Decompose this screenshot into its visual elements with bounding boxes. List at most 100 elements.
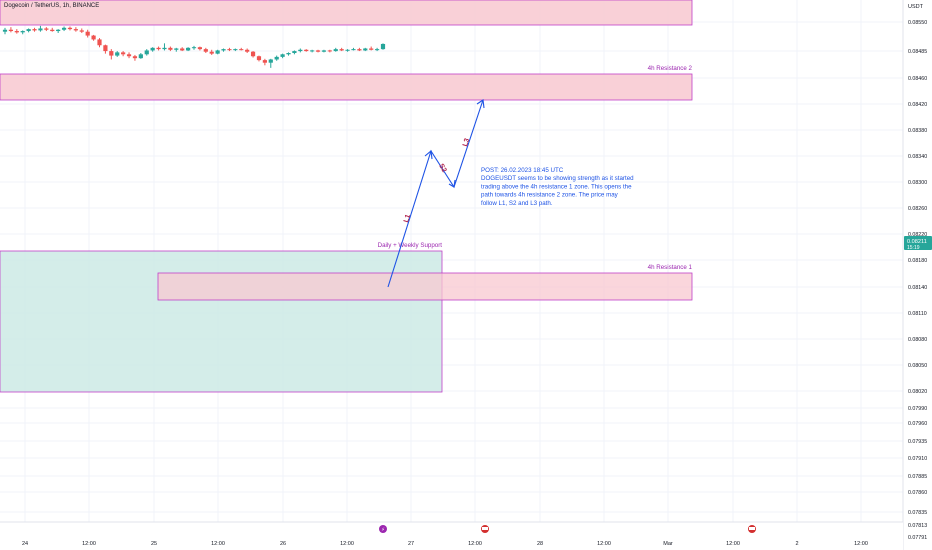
candle-body xyxy=(304,49,309,52)
time-tick-label: 12:00 xyxy=(340,541,354,547)
candle-body xyxy=(245,49,250,52)
candle-body xyxy=(250,51,256,57)
note-line: path towards 4h resistance 2 zone. The p… xyxy=(481,192,619,199)
note-line: DOGEUSDT seems to be showing strength as… xyxy=(481,175,634,182)
candle-body xyxy=(227,49,232,51)
price-tick-label: 0.07813 xyxy=(908,523,927,529)
candle-body xyxy=(20,31,25,33)
support-label: Daily + Weekly Support xyxy=(378,242,443,249)
candle-body xyxy=(380,43,386,50)
arrowhead-s2 xyxy=(448,179,456,188)
note-line: trading above the 4h resistance 1 zone. … xyxy=(481,183,632,190)
candle-body xyxy=(345,49,350,51)
current-price-badge xyxy=(904,236,932,250)
time-axis-bg xyxy=(0,522,903,550)
price-tick-label: 0.08340 xyxy=(908,154,927,160)
candle-body xyxy=(144,50,149,55)
resistance-1-label: 4h Resistance 1 xyxy=(648,264,693,271)
time-tick-label: 12:00 xyxy=(597,541,611,547)
candle-body xyxy=(138,54,143,59)
candle-body xyxy=(85,31,90,36)
top-zone xyxy=(0,0,693,26)
price-tick-label: 0.08140 xyxy=(908,285,927,291)
resistance-2-zone xyxy=(0,73,693,101)
candle-body xyxy=(97,39,102,46)
projection-leg-label-l3: L3 xyxy=(462,137,471,147)
time-tick-label: 24 xyxy=(22,541,28,547)
candle-body xyxy=(221,49,226,51)
event-marker-lightning xyxy=(379,525,387,533)
candle-body xyxy=(256,56,262,61)
price-tick-label: 0.07990 xyxy=(908,406,927,412)
price-tick-label: 0.08485 xyxy=(908,49,927,55)
candle-body xyxy=(280,54,285,57)
candle-body xyxy=(203,49,208,52)
time-tick-label: 12:00 xyxy=(82,541,96,547)
candle-body xyxy=(197,47,203,50)
candle-body xyxy=(56,29,61,32)
candle-body xyxy=(286,53,291,55)
candle-body xyxy=(150,47,155,51)
price-tick-label: 0.08380 xyxy=(908,128,927,134)
price-tick-label: 0.07860 xyxy=(908,490,927,496)
price-tick-label: 0.07835 xyxy=(908,510,927,516)
candle-body xyxy=(73,29,78,31)
symbol-title: Dogecoin / TetherUS, 1h, BINANCE xyxy=(4,3,100,9)
candle-body xyxy=(67,27,73,30)
price-tick-label: 0.07791 xyxy=(908,535,927,541)
price-tick-label: 0.07935 xyxy=(908,439,927,445)
candle-body xyxy=(374,49,380,51)
candle-body xyxy=(14,31,19,33)
candle-body xyxy=(292,51,297,54)
price-tick-label: 0.08260 xyxy=(908,206,927,212)
candle-body xyxy=(8,29,14,32)
current-price-time: 15:19 xyxy=(907,245,920,251)
time-tick-label: 25 xyxy=(151,541,157,547)
candle-body xyxy=(50,29,55,32)
time-tick-label: Mar xyxy=(663,541,673,547)
time-tick-label: 12:00 xyxy=(854,541,868,547)
candle-body xyxy=(79,30,84,32)
candle-body xyxy=(26,29,31,32)
candle-body xyxy=(168,47,173,50)
candle-body xyxy=(321,50,327,52)
candle-body xyxy=(191,47,197,49)
candle-body xyxy=(363,48,368,51)
candle-body xyxy=(262,60,267,63)
price-axis-bg xyxy=(903,0,932,550)
candle-body xyxy=(32,29,37,31)
time-tick-label: 2 xyxy=(795,541,798,547)
price-tick-label: 0.08550 xyxy=(908,20,927,26)
candle-body xyxy=(103,45,108,52)
candle-body xyxy=(132,56,138,59)
resistance-2-label: 4h Resistance 2 xyxy=(648,65,693,72)
note-line: POST: 26.02.2023 18:45 UTC xyxy=(481,167,564,174)
us-flag-icon xyxy=(749,527,755,530)
candle-body xyxy=(174,48,179,50)
price-tick-label: 0.07885 xyxy=(908,474,927,480)
price-tick-label: 0.08050 xyxy=(908,363,927,369)
candle-body xyxy=(209,51,214,54)
candle-body xyxy=(351,49,356,51)
currency-label: USDT xyxy=(908,4,924,10)
candle-body xyxy=(333,49,338,52)
price-tick-label: 0.08220 xyxy=(908,232,927,238)
projection-path xyxy=(387,99,484,288)
resistance-1-zone xyxy=(157,272,693,301)
time-tick-label: 12:00 xyxy=(211,541,225,547)
candle-body xyxy=(2,29,8,32)
candle-body xyxy=(310,50,315,52)
arrowhead-l3 xyxy=(476,99,485,109)
time-tick-label: 26 xyxy=(280,541,286,547)
arrowhead-l1 xyxy=(424,149,433,160)
time-tick-label: 27 xyxy=(408,541,414,547)
candle-body xyxy=(44,28,49,30)
candle-body xyxy=(109,51,114,56)
candle-body xyxy=(268,59,273,63)
candle-body xyxy=(339,49,344,51)
price-tick-label: 0.08110 xyxy=(908,311,927,317)
price-tick-label: 0.08180 xyxy=(908,258,927,264)
price-tick-label: 0.08020 xyxy=(908,389,927,395)
price-tick-label: 0.07960 xyxy=(908,421,927,427)
